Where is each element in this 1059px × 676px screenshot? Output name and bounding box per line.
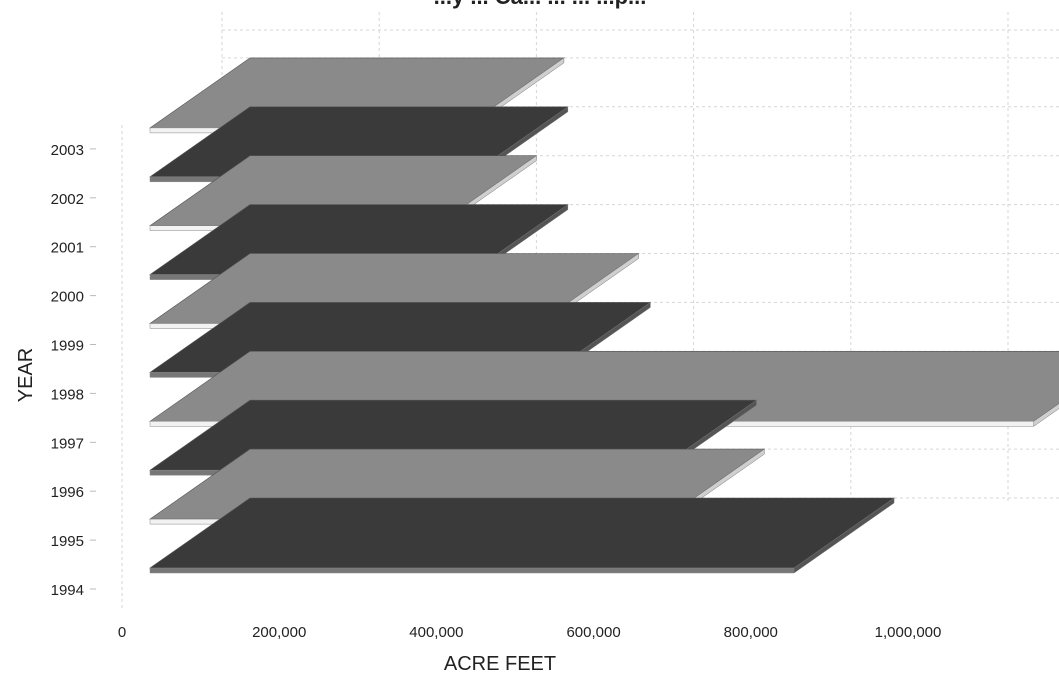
chart-title: ...y ... Ca... ... ... ...p... (434, 0, 647, 9)
x-tick-4: 800,000 (724, 624, 778, 641)
y-tick-1999: 1999 (51, 338, 84, 355)
y-tick-1995: 1995 (51, 533, 84, 550)
y-axis-label: YEAR (15, 348, 37, 402)
bars (149, 57, 1059, 574)
bar-side-1997 (1033, 403, 1059, 427)
y-tick-1997: 1997 (51, 435, 84, 452)
bar-1994 (149, 497, 895, 574)
y-tick-1994: 1994 (51, 582, 84, 599)
y-tick-2003: 2003 (51, 142, 84, 159)
y-tick-1996: 1996 (51, 484, 84, 501)
y-tick-2000: 2000 (51, 289, 84, 306)
x-tick-1: 200,000 (252, 624, 306, 641)
bar-front-1994 (149, 567, 795, 574)
y-tick-2001: 2001 (51, 240, 84, 257)
bar-top-1994 (149, 497, 895, 569)
x-tick-2: 400,000 (409, 624, 463, 641)
bar-side-1994 (793, 497, 895, 574)
x-tick-labels: 0 200,000 400,000 600,000 800,000 1,000,000 (118, 624, 942, 641)
x-tick-3: 600,000 (566, 624, 620, 641)
x-axis-label: ACRE FEET (444, 653, 556, 675)
y-tick-2002: 2002 (51, 191, 84, 208)
y-tick-1998: 1998 (51, 386, 84, 403)
x-tick-0: 0 (118, 624, 126, 641)
y-tick-labels: 1994 1995 1996 1997 1998 1999 2000 2001 2002 2003 (51, 142, 96, 599)
x-tick-5: 1,000,000 (875, 624, 942, 641)
